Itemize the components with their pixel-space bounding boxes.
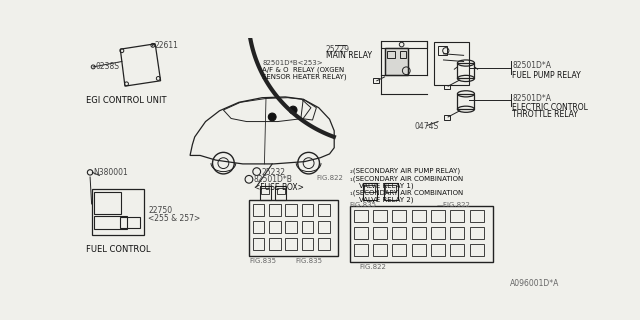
Bar (318, 204, 330, 216)
Text: THROTTLE RELAY: THROTTLE RELAY (513, 110, 579, 119)
Bar (253, 238, 264, 250)
Text: FIG.835: FIG.835 (296, 258, 323, 264)
Bar (470, 227, 484, 239)
Bar (353, 210, 367, 222)
Text: VALVE RELAY 1): VALVE RELAY 1) (349, 182, 413, 189)
Bar (385, 48, 408, 75)
Bar (353, 227, 367, 239)
Bar (451, 244, 465, 256)
Bar (301, 204, 313, 216)
Bar (285, 221, 297, 233)
Text: ELECTRIC CONTROL: ELECTRIC CONTROL (513, 103, 588, 112)
Bar (381, 41, 428, 48)
Bar (392, 210, 406, 222)
Text: 25229: 25229 (326, 44, 349, 53)
Bar (458, 63, 474, 78)
Bar (400, 52, 406, 58)
Text: FUEL PUMP RELAY: FUEL PUMP RELAY (513, 71, 581, 80)
Bar (385, 185, 396, 192)
Bar (412, 227, 426, 239)
Bar (392, 244, 406, 256)
Text: SENSOR HEATER RELAY): SENSOR HEATER RELAY) (262, 73, 347, 80)
Bar (253, 204, 264, 216)
Bar (451, 227, 465, 239)
Bar (285, 204, 297, 216)
Bar (412, 210, 426, 222)
Text: FIG.835: FIG.835 (349, 203, 377, 208)
Text: 82501D*B: 82501D*B (253, 175, 292, 184)
Bar (434, 42, 469, 84)
Text: 25232: 25232 (261, 168, 285, 177)
Bar (387, 52, 395, 58)
Bar (260, 186, 271, 200)
Bar (364, 185, 375, 192)
Bar (94, 215, 127, 229)
Text: FIG.835: FIG.835 (249, 258, 276, 264)
Bar (438, 46, 447, 55)
Bar (285, 238, 297, 250)
Text: FIG.822: FIG.822 (316, 175, 343, 181)
Bar (470, 244, 484, 256)
Bar (301, 221, 313, 233)
Bar (318, 238, 330, 250)
Bar (363, 183, 377, 200)
Text: A/F & O  RELAY (OXGEN: A/F & O RELAY (OXGEN (262, 67, 344, 73)
Text: 22750: 22750 (148, 206, 172, 215)
Text: MAIN RELAY: MAIN RELAY (326, 51, 372, 60)
Bar (373, 227, 387, 239)
Bar (384, 183, 397, 200)
Text: N380001: N380001 (93, 168, 128, 177)
Bar (373, 244, 387, 256)
Text: 82501D*B<253>: 82501D*B<253> (262, 60, 323, 66)
Text: ₁(SECONDARY AIR COMBINATION: ₁(SECONDARY AIR COMBINATION (349, 189, 463, 196)
Text: 0474S: 0474S (415, 122, 439, 131)
Bar (392, 227, 406, 239)
Text: FIG.822: FIG.822 (359, 264, 386, 270)
Bar (353, 244, 367, 256)
Bar (431, 244, 445, 256)
Circle shape (268, 113, 276, 121)
Text: <FUSE BOX>: <FUSE BOX> (253, 183, 303, 192)
Text: VALVE RELAY 2): VALVE RELAY 2) (349, 196, 413, 203)
Text: 0238S: 0238S (95, 62, 120, 71)
Text: ₁(SECONDARY AIR COMBINATION: ₁(SECONDARY AIR COMBINATION (349, 175, 463, 182)
Bar (94, 192, 121, 214)
Bar (269, 204, 281, 216)
Bar (444, 84, 451, 89)
Bar (412, 244, 426, 256)
Bar (318, 221, 330, 233)
Text: 82501D*A: 82501D*A (513, 61, 552, 70)
Bar (277, 188, 285, 194)
Text: <255 & 257>: <255 & 257> (148, 214, 200, 223)
Text: A096001D*A: A096001D*A (510, 279, 559, 288)
Bar (269, 238, 281, 250)
Bar (373, 210, 387, 222)
Bar (275, 186, 286, 200)
Bar (373, 78, 379, 83)
Bar (301, 238, 313, 250)
Bar (431, 227, 445, 239)
Text: FUEL CONTROL: FUEL CONTROL (86, 245, 150, 254)
Bar (470, 210, 484, 222)
Text: ₂(SECONDARY AIR PUMP RELAY): ₂(SECONDARY AIR PUMP RELAY) (349, 168, 460, 174)
Bar (349, 206, 493, 262)
Bar (92, 188, 145, 235)
Bar (431, 210, 445, 222)
Text: 82501D*A: 82501D*A (513, 94, 552, 103)
Bar (458, 94, 474, 109)
Bar (120, 217, 140, 228)
Bar (269, 221, 281, 233)
Text: —FIG.822: —FIG.822 (436, 203, 470, 208)
Bar (249, 200, 338, 256)
Bar (261, 188, 269, 194)
Bar (385, 48, 408, 75)
Circle shape (289, 106, 297, 114)
Bar (253, 221, 264, 233)
Bar (451, 210, 465, 222)
Bar (444, 116, 451, 120)
Text: EGI CONTROL UNIT: EGI CONTROL UNIT (86, 96, 166, 105)
Text: 22611: 22611 (154, 42, 179, 51)
